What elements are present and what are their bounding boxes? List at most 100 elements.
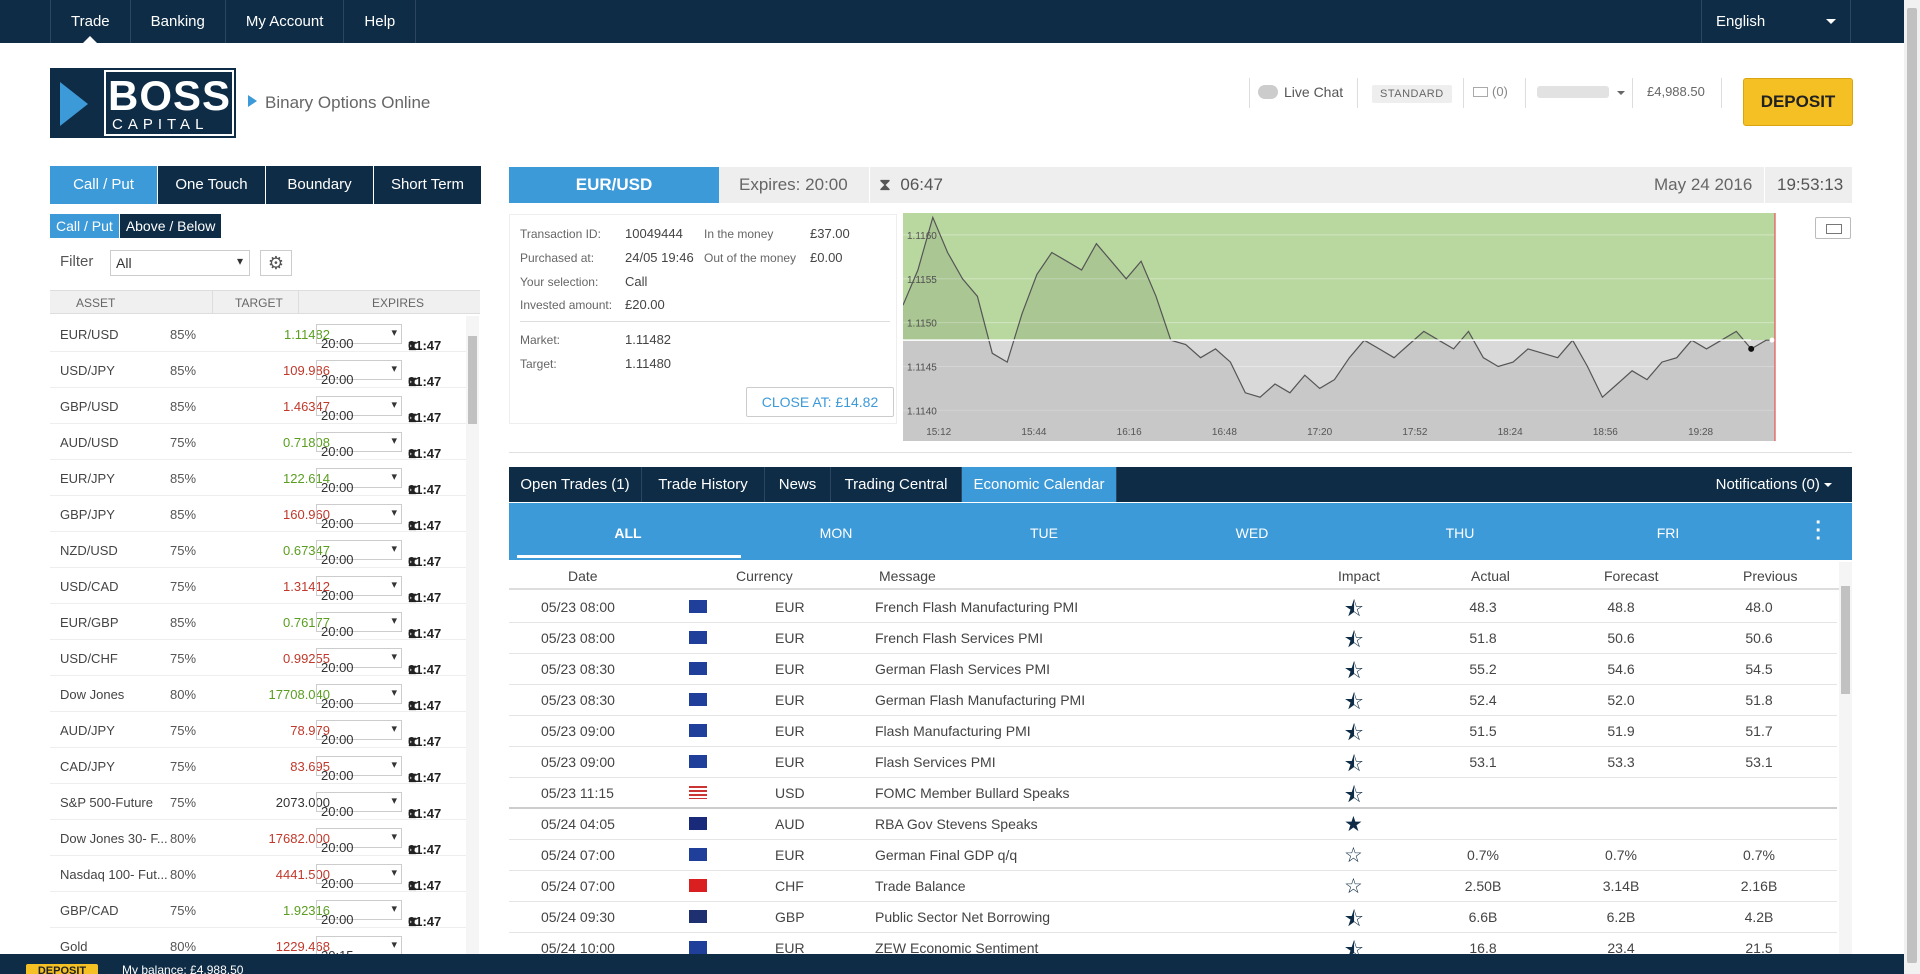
event-currency: EUR bbox=[775, 692, 805, 708]
tab-call-put[interactable]: Call / Put bbox=[50, 166, 157, 204]
day-wed[interactable]: WED bbox=[1235, 525, 1269, 541]
footer-deposit-button[interactable]: DEPOSIT bbox=[26, 964, 98, 974]
expiry-select[interactable]: 20:00 bbox=[316, 576, 402, 603]
calendar-row[interactable]: 05/24 09:30 GBP Public Sector Net Borrowin… bbox=[509, 902, 1837, 933]
page-scrollbar[interactable] bbox=[1904, 0, 1920, 974]
expiry-select[interactable]: 20:00 bbox=[316, 648, 402, 675]
nav-banking[interactable]: Banking bbox=[131, 0, 226, 43]
calendar-row[interactable]: 05/23 08:30 EUR German Flash Services PMI ⯪… bbox=[509, 654, 1837, 685]
expiry-select[interactable]: 20:15 bbox=[316, 936, 402, 954]
asset-countdown-value: 01:47 bbox=[408, 518, 442, 533]
day-thu[interactable]: THU bbox=[1445, 525, 1475, 541]
subtab-call-put[interactable]: Call / Put bbox=[50, 214, 119, 238]
asset-countdown-value: 01:47 bbox=[408, 482, 442, 497]
expiry-select[interactable]: 20:00 bbox=[316, 504, 402, 531]
calendar-scrollbar[interactable] bbox=[1839, 562, 1852, 954]
language-select[interactable]: English bbox=[1701, 0, 1851, 43]
asset-target: 0.67347 bbox=[283, 543, 330, 558]
notifications-menu[interactable]: Notifications (0) bbox=[1716, 467, 1832, 502]
calendar-row[interactable]: 05/23 08:00 EUR French Flash Services PMI ⯪… bbox=[509, 623, 1837, 654]
nav-help[interactable]: Help bbox=[344, 0, 417, 43]
calendar-row[interactable]: 05/24 04:05 AUD RBA Gov Stevens Speaks ★ bbox=[509, 809, 1837, 840]
expiry-select[interactable]: 20:00 bbox=[316, 864, 402, 891]
gear-icon[interactable]: ⚙ bbox=[260, 250, 292, 276]
expiry-select[interactable]: 20:00 bbox=[316, 792, 402, 819]
nav-my-account[interactable]: My Account bbox=[226, 0, 345, 43]
expiry-select[interactable]: 20:00 bbox=[316, 396, 402, 423]
expiry-select[interactable]: 20:00 bbox=[316, 468, 402, 495]
expiry-select[interactable]: 20:00 bbox=[316, 360, 402, 387]
close-trade-button[interactable]: CLOSE AT: £14.82 bbox=[746, 387, 894, 417]
expiry-select[interactable]: 20:00 bbox=[316, 720, 402, 747]
expiry-select[interactable]: 20:00 bbox=[316, 828, 402, 855]
nav-trade[interactable]: Trade bbox=[50, 0, 131, 43]
logo[interactable]: BOSS CAPITAL bbox=[50, 68, 236, 138]
day-fri[interactable]: FRI bbox=[1656, 525, 1680, 541]
window-icon[interactable] bbox=[1815, 217, 1851, 239]
day-all[interactable]: ALL bbox=[614, 525, 642, 541]
day-tue[interactable]: TUE bbox=[1030, 525, 1058, 541]
expiry-select[interactable]: 20:00 bbox=[316, 756, 402, 783]
col-divider bbox=[298, 291, 299, 313]
page-scrollbar-thumb[interactable] bbox=[1907, 8, 1917, 963]
expiry-select[interactable]: 20:00 bbox=[316, 684, 402, 711]
tab-open-trades[interactable]: Open Trades (1) bbox=[509, 467, 642, 502]
asset-name: GBP/JPY bbox=[60, 507, 115, 522]
calendar-scrollbar-thumb[interactable] bbox=[1841, 586, 1850, 694]
tab-boundary[interactable]: Boundary bbox=[266, 166, 373, 204]
asset-list-scrollbar-thumb[interactable] bbox=[468, 336, 477, 424]
filter-select[interactable]: All bbox=[110, 250, 250, 276]
expiry-select[interactable]: 20:00 bbox=[316, 432, 402, 459]
more-vertical-icon[interactable]: · · · bbox=[1815, 512, 1822, 550]
expiry-select[interactable]: 20:00 bbox=[316, 900, 402, 927]
expiry-select[interactable]: 20:00 bbox=[316, 324, 402, 351]
messages-link[interactable]: (0) bbox=[1473, 78, 1508, 108]
calendar-row[interactable]: 05/23 08:00 EUR French Flash Manufacturing… bbox=[509, 592, 1837, 623]
col-date: Date bbox=[568, 568, 598, 584]
calendar-row[interactable]: 05/23 11:15 USD FOMC Member Bullard Speaks… bbox=[509, 778, 1837, 809]
calendar-row[interactable]: 05/23 08:30 EUR German Flash Manufacturing… bbox=[509, 685, 1837, 716]
calendar-row[interactable]: 05/23 09:00 EUR Flash Manufacturing PMI ⯪ 51… bbox=[509, 716, 1837, 747]
event-forecast: 3.14B bbox=[1602, 878, 1640, 894]
calendar-row[interactable]: 05/24 07:00 CHF Trade Balance ☆ 2.50B 3.14B 2.… bbox=[509, 871, 1837, 902]
expiry-select[interactable]: 20:00 bbox=[316, 612, 402, 639]
calendar-row[interactable]: 05/24 07:00 EUR German Final GDP q/q ☆ 0.7% 0… bbox=[509, 840, 1837, 871]
user-menu[interactable] bbox=[1537, 78, 1625, 108]
expiry-select[interactable]: 20:00 bbox=[316, 540, 402, 567]
tab-short-term[interactable]: Short Term bbox=[374, 166, 481, 204]
price-chart[interactable]: 1.1160 1.1155 1.1150 1.1145 1.1140 15:12 15:44… bbox=[903, 213, 1777, 441]
market-label: Market: bbox=[520, 333, 561, 347]
event-forecast: 54.6 bbox=[1607, 661, 1635, 677]
tab-news[interactable]: News bbox=[765, 467, 831, 502]
calendar-row[interactable]: 05/23 09:00 EUR Flash Services PMI ⯪ 53.1 53.… bbox=[509, 747, 1837, 778]
tab-one-touch[interactable]: One Touch bbox=[158, 166, 265, 204]
calendar-row[interactable]: 05/24 10:00 EUR ZEW Economic Sentiment ⯪ 16.… bbox=[509, 933, 1837, 954]
tab-trading-central[interactable]: Trading Central bbox=[831, 467, 962, 502]
tab-economic-calendar[interactable]: Economic Calendar bbox=[962, 467, 1117, 502]
tab-trade-history[interactable]: Trade History bbox=[642, 467, 765, 502]
hourglass-icon: ⧗ bbox=[408, 914, 418, 929]
asset-list-scrollbar[interactable] bbox=[466, 316, 479, 954]
subtab-above-below[interactable]: Above / Below bbox=[119, 214, 222, 238]
day-mon[interactable]: MON bbox=[819, 525, 853, 541]
asset-row[interactable]: Gold 80% 1229.46820:15 bbox=[50, 928, 466, 954]
deposit-button[interactable]: DEPOSIT bbox=[1743, 78, 1853, 126]
live-chat-link[interactable]: Live Chat bbox=[1258, 78, 1343, 108]
